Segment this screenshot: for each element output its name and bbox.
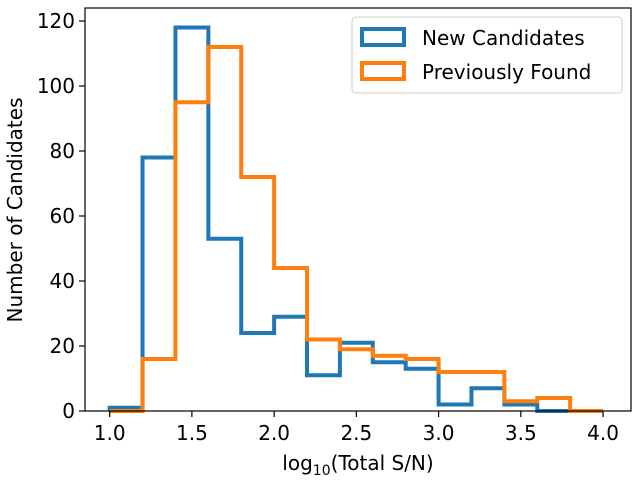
x-tick-label: 1.5: [176, 421, 208, 445]
y-tick-label: 40: [50, 269, 75, 293]
plot-frame: [84, 7, 632, 412]
y-tick-label: 120: [37, 9, 75, 33]
legend: New Candidates Previously Found: [351, 16, 623, 94]
y-tick-label: 100: [37, 74, 75, 98]
series-layer: [107, 25, 604, 413]
x-axis-label: log10(Total S/N): [282, 451, 433, 479]
x-tick-label: 3.5: [505, 421, 537, 445]
x-tick-label: 3.0: [423, 421, 455, 445]
x-axis-label-main: log: [282, 451, 313, 475]
x-tick-label: 2.0: [258, 421, 290, 445]
x-tick-label: 1.0: [94, 421, 126, 445]
y-tick-label: 20: [50, 334, 75, 358]
y-axis-ticks: 0 20 40 60 80 100 120: [37, 9, 85, 423]
x-tick-label: 2.5: [340, 421, 372, 445]
legend-label-previously-found: Previously Found: [422, 60, 591, 84]
x-axis-label-rest: (Total S/N): [331, 451, 434, 475]
histogram-series-previously-found: [109, 45, 604, 413]
x-axis-ticks: 1.0 1.5 2.0 2.5 3.0 3.5 4.0: [94, 411, 619, 445]
y-tick-label: 80: [50, 139, 75, 163]
legend-swatch-previously-found: [360, 61, 406, 81]
y-axis-label: Number of Candidates: [3, 98, 27, 323]
y-tick-label: 60: [50, 204, 75, 228]
legend-frame: [351, 16, 623, 94]
y-tick-label: 0: [62, 399, 75, 423]
legend-swatch-new-candidates: [360, 27, 406, 47]
x-tick-label: 4.0: [587, 421, 619, 445]
x-axis-label-subscript: 10: [313, 463, 331, 479]
legend-label-new-candidates: New Candidates: [422, 26, 585, 50]
